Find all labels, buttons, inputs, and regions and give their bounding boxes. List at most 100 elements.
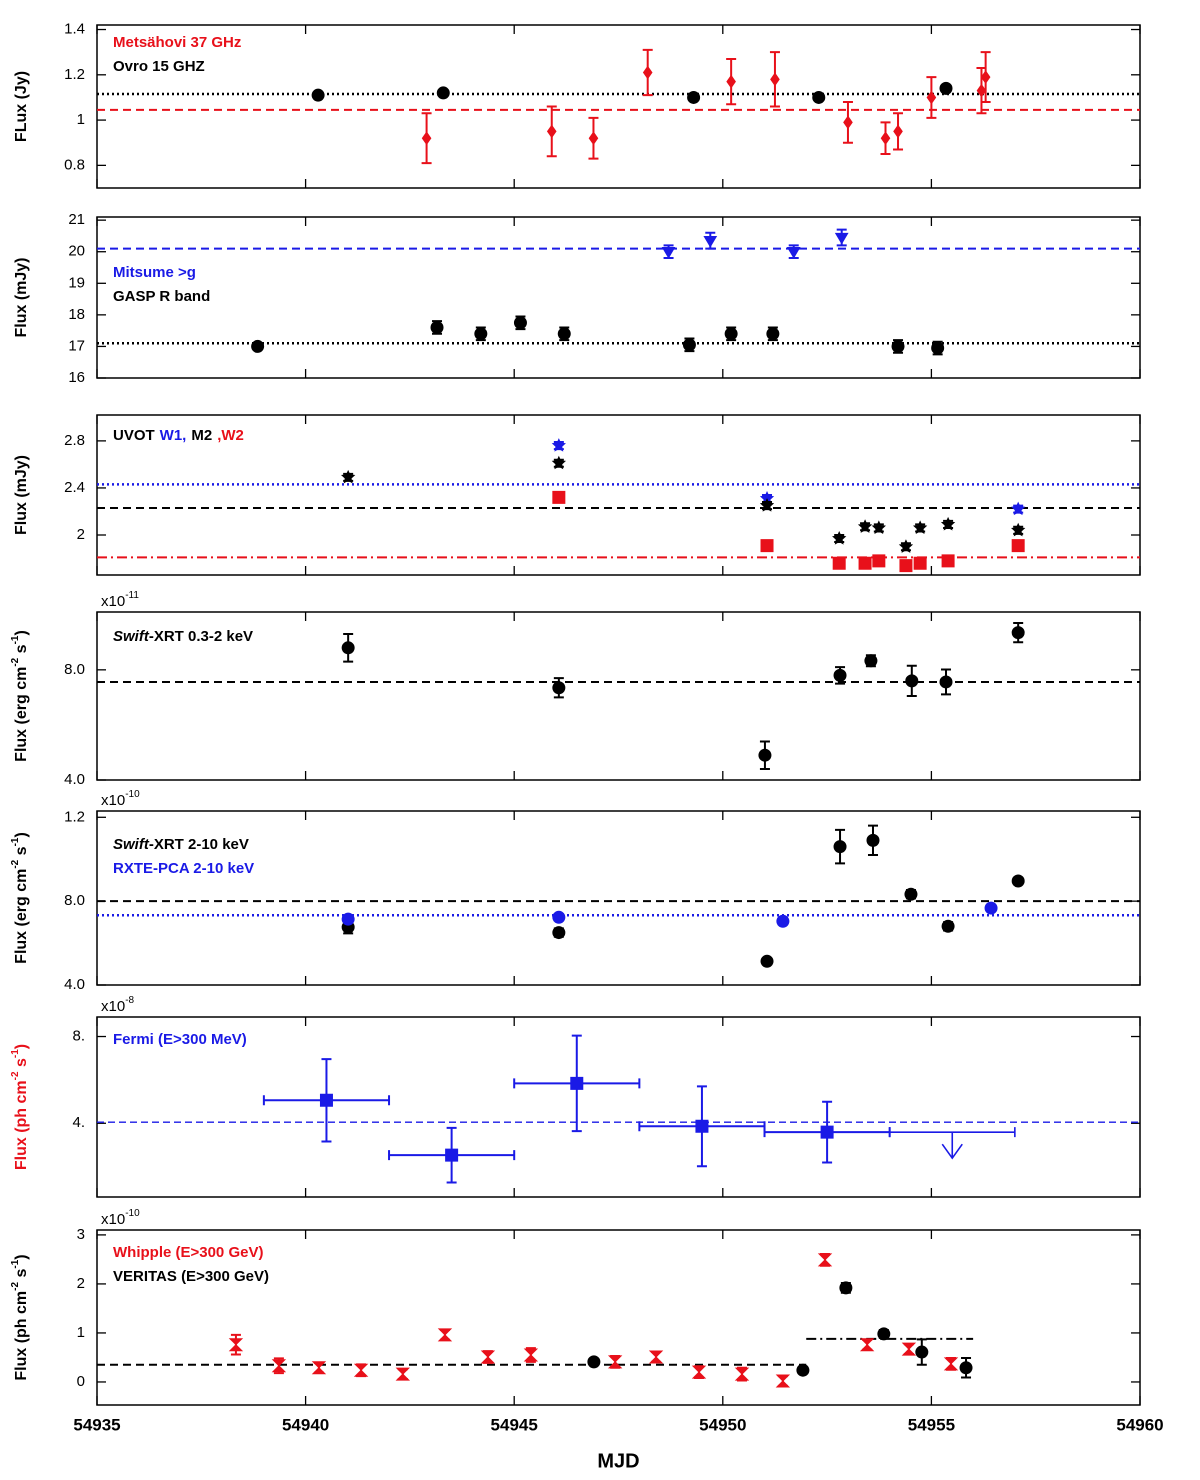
data-point [775,1374,791,1388]
data-point [661,247,676,259]
axis-multiplier: x10-8 [101,995,135,1015]
panel: 4.0 8.0 1.2 Swift-XRT 2-10 keV RXTE-PCA 2-10… [10,789,1141,993]
data-point [552,926,566,940]
data-point [760,954,774,968]
data-point [939,81,953,95]
x-axis-label: MJD [597,1450,639,1472]
data-point [812,90,826,104]
data-point [1011,501,1026,516]
data-point [880,131,891,146]
panel: 2 2.4 2.8 UVOT W1, M2 ,W2 Flux (mJy) [13,414,1141,576]
legend-entry: ,W2 [217,427,244,444]
legend-entry: Metsähovi 37 GHz [113,34,241,51]
x-tick-label: 54945 [491,1415,538,1434]
y-axis-label: Flux (mJy) [13,455,30,535]
text-part: Flux (ph cm [13,1080,30,1170]
data-point [941,919,955,933]
data-point [445,1148,459,1162]
superscript: -8 [125,995,134,1006]
text-part: x10 [101,998,125,1015]
legend-text: RXTE-PCA 2-10 keV [113,860,254,877]
panel: 4.0 8.0 Swift-XRT 0.3-2 keV x10-11 Flux (erg… [10,590,1141,788]
y-tick-label: 1 [77,1324,85,1341]
y-tick-label: 20 [68,243,85,260]
data-point [872,554,886,568]
axis-multiplier: x10-10 [101,789,140,809]
data-point [871,520,886,535]
y-axis-label: Flux (erg cm-2 s-1) [10,832,31,964]
x-tick-label: 54940 [282,1415,329,1434]
data-point [984,901,998,915]
superscript: -10 [125,789,140,800]
data-point [1011,626,1025,640]
data-point [552,910,566,924]
superscript: -2 [10,1282,21,1291]
text-part: x10 [101,792,125,809]
text-part: Flux (erg cm [13,869,30,964]
text-part: s [13,1269,30,1282]
y-tick-label: 17 [68,337,85,354]
y-axis-label: FLux (Jy) [13,71,30,142]
y-tick-label: 1 [77,111,85,128]
data-point [734,1367,750,1381]
y-axis-label: Flux (ph cm-2 s-1) [10,1044,31,1170]
data-point [724,327,738,341]
legend-text: -XRT 2-10 keV [149,836,249,853]
data-point [864,654,878,668]
data-point [341,912,355,926]
text-part: Flux (erg cm [13,667,30,762]
y-axis-label: Flux (erg cm-2 s-1) [10,630,31,762]
plot-frame [96,1016,1141,1198]
data-point [776,914,790,928]
data-point [866,833,880,847]
data-point [834,232,849,245]
y-tick-label: 4. [72,1114,85,1131]
plot-frame [96,216,1141,379]
data-point [833,840,847,854]
data-point [857,519,873,533]
legend-entry: W1, [160,427,187,444]
data-point [796,1363,810,1377]
panel: 0.8 1 1.2 1.4 Metsähovi 37 GHz Ovro 15 GHZ FLu… [13,20,1141,189]
axis-multiplier: x10-11 [101,590,139,610]
data-point [891,339,905,353]
data-point [976,83,987,98]
data-point [770,72,780,87]
data-point [682,338,696,352]
y-tick-label: 4.0 [64,771,85,788]
y-tick-label: 0 [77,1373,85,1390]
data-point [758,748,772,762]
data-point [551,455,566,470]
legend-text: Fermi (E>300 MeV) [113,1031,247,1048]
x-tick-label: 54955 [908,1415,955,1434]
data-point [820,1125,834,1139]
data-point [912,520,928,535]
data-point [1011,539,1025,553]
data-point [695,1119,709,1133]
data-point [833,668,847,682]
y-tick-label: 2 [77,526,85,543]
data-point [648,1350,664,1364]
data-point [552,681,566,695]
text-part: ) [13,1254,30,1259]
y-tick-label: 1.4 [64,20,85,37]
text-part: ) [13,1044,30,1049]
data-point [436,86,450,100]
plot-frame [96,611,1141,781]
data-point [915,1345,929,1359]
plot-frame [96,24,1141,189]
data-point [858,556,872,570]
data-point [588,131,599,146]
text-part: ) [13,630,30,635]
legend-entry: Whipple (E>300 GeV) [113,1244,263,1261]
legend-entry: VERITAS (E>300 GeV) [113,1268,269,1285]
legend-entry: GASP R band [113,288,210,305]
y-tick-label: 16 [68,369,85,386]
y-axis-label: Flux (mJy) [13,257,30,337]
data-point [940,516,956,531]
data-point [759,498,775,512]
data-point [552,490,566,504]
y-tick-label: 1.2 [64,66,85,83]
y-tick-label: 1.2 [64,808,85,825]
